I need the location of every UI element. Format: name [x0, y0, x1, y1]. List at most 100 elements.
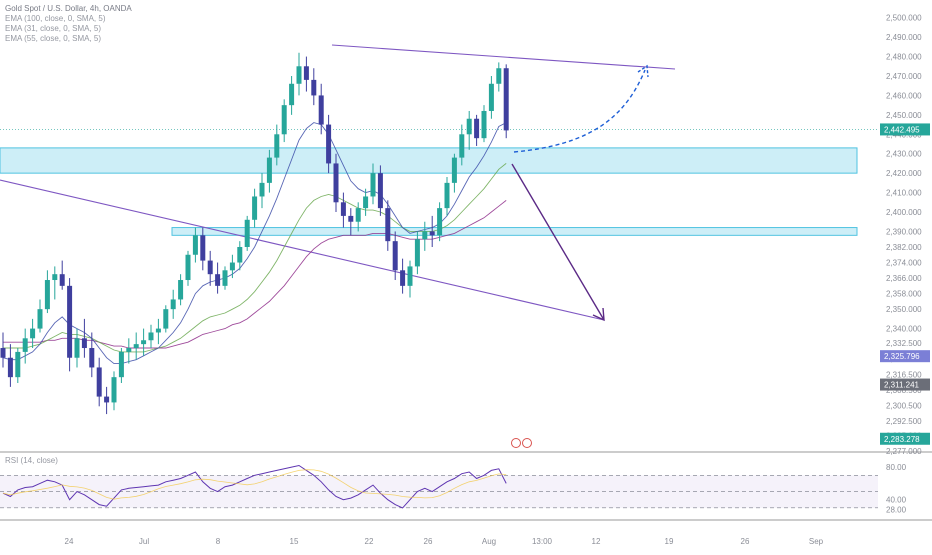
candle-body — [52, 274, 58, 281]
ema55-line — [3, 163, 507, 353]
y-tick-label: 2,316.500 — [886, 370, 922, 379]
candle-body — [451, 157, 457, 183]
price-badge-label: 2,283.278 — [884, 435, 920, 444]
candle-body — [7, 357, 13, 378]
candle — [481, 105, 487, 143]
candle — [52, 266, 58, 300]
y-tick-label: 2,390.000 — [886, 227, 922, 236]
x-tick-label: 26 — [424, 537, 433, 546]
candle — [466, 110, 472, 150]
candle-body — [89, 348, 95, 368]
y-tick-label: 2,410.000 — [886, 189, 922, 198]
candle — [30, 318, 36, 349]
ema100-label[interactable]: EMA (100, close, 0, SMA, 5) — [5, 14, 106, 23]
candle-body — [503, 68, 509, 131]
candle — [15, 348, 21, 383]
candle-body — [303, 66, 309, 80]
candle-body — [422, 231, 428, 240]
y-tick-label: 2,358.000 — [886, 290, 922, 299]
y-tick-label: 2,350.000 — [886, 305, 922, 314]
candle — [133, 332, 139, 360]
candle — [244, 215, 250, 251]
candle-body — [185, 254, 191, 281]
x-tick-label: 24 — [65, 537, 74, 546]
price-badge — [880, 378, 930, 391]
event-marker-flag — [522, 438, 532, 448]
candle — [207, 250, 213, 286]
candle — [370, 163, 376, 205]
candle-body — [429, 231, 435, 236]
y-tick-label: 2,460.000 — [886, 91, 922, 100]
candle — [496, 62, 502, 92]
candle-body — [370, 173, 376, 197]
y-tick-label: 2,490.000 — [886, 33, 922, 42]
candle — [444, 177, 450, 216]
price-badge — [880, 123, 930, 136]
candle-body — [37, 309, 43, 329]
candle-body — [326, 124, 332, 164]
candle — [237, 241, 243, 271]
candle — [111, 371, 117, 411]
candle — [67, 278, 73, 372]
lower-support-zone — [171, 227, 858, 236]
event-marker-flash — [511, 438, 521, 448]
candle-body — [392, 241, 398, 271]
candle — [89, 332, 95, 378]
candle — [355, 202, 361, 232]
candle — [81, 318, 87, 358]
candle-body — [444, 182, 450, 209]
upper-resistance-zone — [0, 147, 858, 174]
candle-body — [44, 280, 50, 310]
rsi-tick-label: 40.00 — [886, 496, 907, 505]
x-tick-label: 22 — [365, 537, 374, 546]
y-tick-label: 2,400.000 — [886, 208, 922, 217]
candle — [303, 56, 309, 92]
candle — [170, 289, 176, 319]
rsi-band — [0, 475, 878, 508]
candle — [96, 357, 102, 407]
candle-body — [348, 215, 354, 222]
candle-body — [496, 68, 502, 84]
candle — [488, 76, 494, 119]
ema55-label[interactable]: EMA (55, close, 0, SMA, 5) — [5, 34, 102, 43]
candle-body — [474, 118, 480, 139]
candle — [192, 227, 198, 263]
candle — [74, 328, 80, 368]
candle-body — [15, 351, 21, 378]
x-tick-label: 12 — [592, 537, 601, 546]
candle — [459, 124, 465, 166]
candle — [348, 208, 354, 236]
candle-body — [155, 328, 161, 333]
y-tick-label: 2,500.000 — [886, 14, 922, 23]
candle — [200, 227, 206, 271]
bearish-arrow-head — [592, 307, 605, 322]
candle-body — [363, 196, 369, 209]
candle — [333, 153, 339, 213]
x-tick-label: 19 — [665, 537, 674, 546]
candle-body — [281, 105, 287, 135]
candle-body — [215, 274, 221, 286]
candle — [148, 324, 154, 349]
candle-body — [437, 208, 443, 236]
candle — [289, 76, 295, 115]
candle-body — [192, 235, 198, 255]
ema31-line — [2, 122, 507, 365]
candle-body — [244, 219, 250, 247]
candle — [392, 231, 398, 281]
candle-body — [355, 208, 361, 222]
candle — [422, 221, 428, 251]
ema31-label[interactable]: EMA (31, close, 0, SMA, 5) — [5, 24, 102, 33]
candle — [104, 386, 110, 415]
symbol-title[interactable]: Gold Spot / U.S. Dollar, 4h, OANDA — [5, 4, 132, 13]
candles-group — [0, 52, 509, 415]
y-tick-label: 2,332.500 — [886, 339, 922, 348]
rsi-label[interactable]: RSI (14, close) — [5, 456, 58, 465]
candle — [407, 260, 413, 298]
price-badge-label: 2,325.796 — [884, 352, 920, 361]
candle-body — [0, 348, 6, 358]
candle-body — [333, 163, 339, 203]
candle — [274, 124, 280, 166]
candle-body — [148, 332, 154, 341]
candle — [155, 318, 161, 345]
